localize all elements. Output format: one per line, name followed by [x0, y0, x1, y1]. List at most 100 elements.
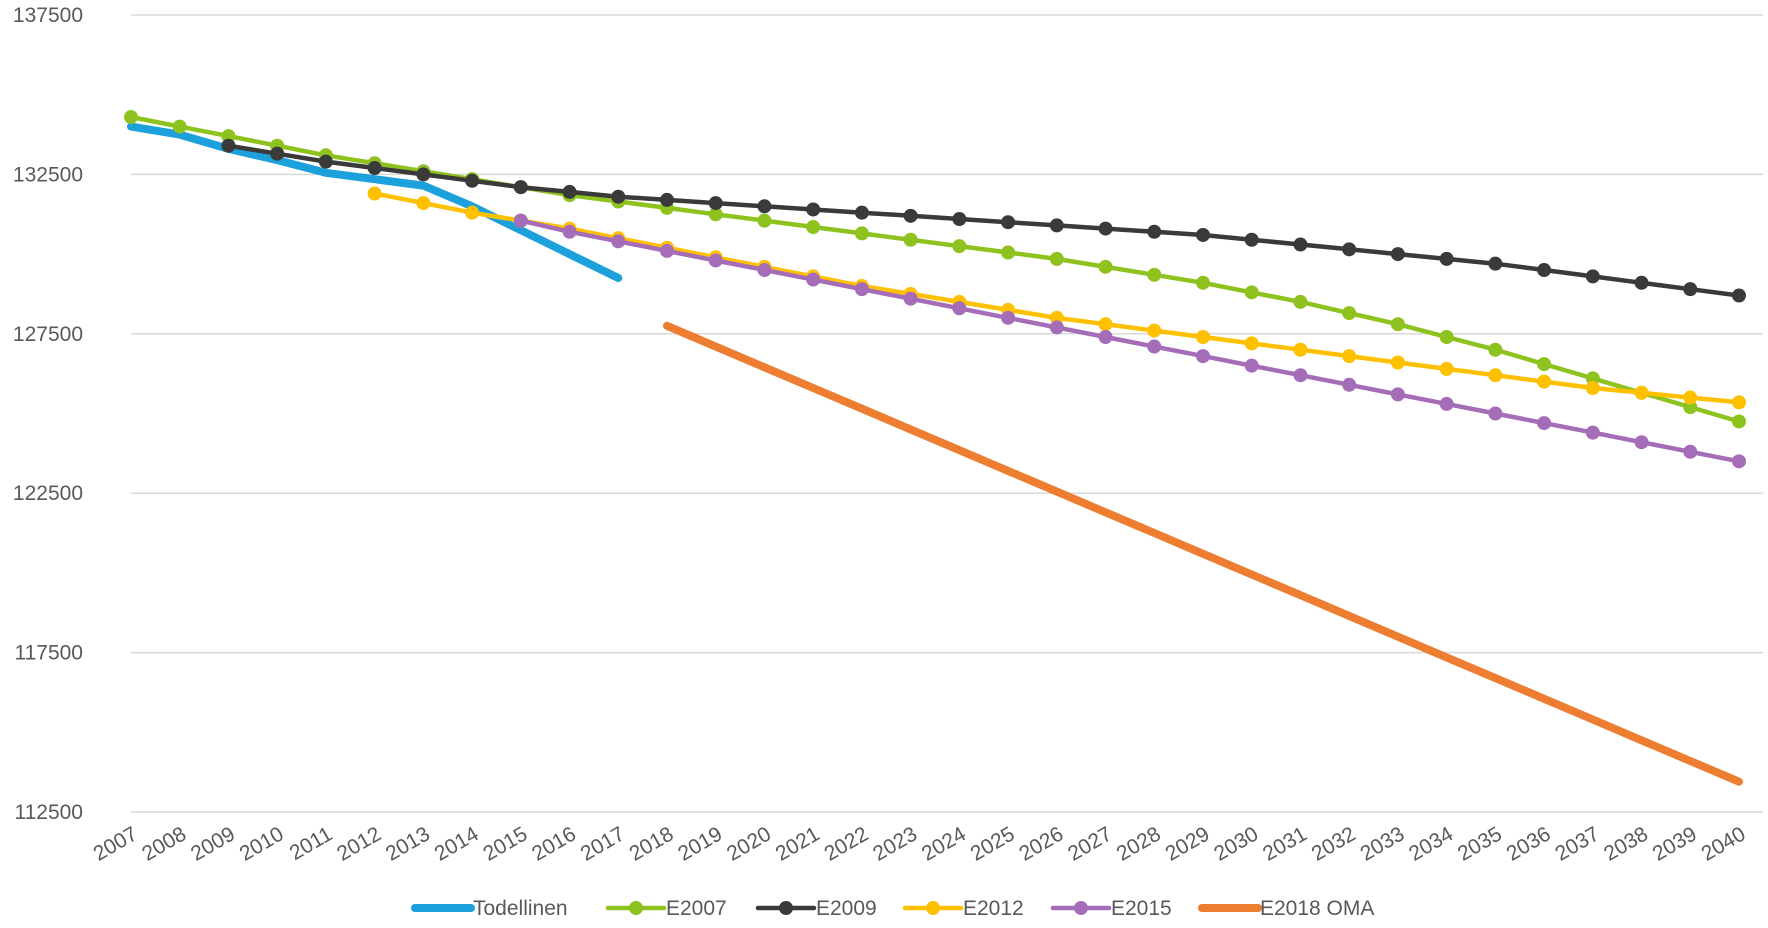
data-point	[1390, 317, 1405, 332]
series-line	[518, 218, 1742, 464]
data-point	[1293, 237, 1308, 252]
x-tick-label: 2035	[1454, 822, 1506, 865]
x-tick-label: 2025	[967, 822, 1019, 865]
data-point	[1098, 221, 1113, 236]
data-point	[1488, 342, 1503, 357]
legend-item: E2009	[755, 897, 877, 920]
data-point	[562, 224, 577, 239]
data-point	[1342, 377, 1357, 392]
legend-label: Todellinen	[473, 897, 568, 920]
legend-label: E2018 OMA	[1260, 897, 1374, 920]
data-point	[1196, 349, 1210, 364]
data-point	[1634, 275, 1649, 290]
x-tick-label: 2038	[1600, 822, 1652, 865]
x-tick-label: 2034	[1405, 822, 1457, 865]
legend-item: Todellinen	[411, 897, 568, 920]
data-point	[1342, 306, 1357, 321]
legend-marker	[779, 901, 793, 915]
x-tick-label: 2016	[528, 822, 580, 865]
x-tick-label: 2022	[820, 822, 872, 865]
data-point	[1001, 215, 1016, 230]
data-point	[1293, 294, 1308, 309]
series-line	[226, 143, 1742, 298]
data-point	[1585, 425, 1600, 440]
data-point	[1732, 414, 1746, 429]
data-point	[806, 202, 821, 217]
data-point	[1488, 256, 1503, 271]
data-point	[1488, 368, 1503, 383]
data-point	[1585, 269, 1600, 284]
y-tick-label: 132500	[13, 163, 83, 186]
legend-item: E2007	[605, 897, 727, 920]
data-point	[1537, 263, 1552, 278]
data-point	[465, 173, 480, 188]
data-point	[1001, 245, 1016, 260]
x-tick-label: 2009	[187, 822, 239, 865]
data-point	[1488, 406, 1503, 421]
data-point	[952, 212, 967, 227]
data-point	[367, 161, 382, 176]
x-tick-label: 2014	[431, 822, 483, 865]
legend-label: E2015	[1111, 897, 1172, 920]
legend-label: E2012	[963, 897, 1024, 920]
data-point	[1049, 310, 1064, 325]
data-point	[1244, 336, 1259, 351]
x-tick-label: 2026	[1015, 822, 1067, 865]
data-point	[318, 154, 333, 169]
data-point	[221, 138, 236, 153]
data-point	[806, 220, 821, 235]
y-tick-label: 117500	[14, 642, 83, 665]
data-point	[124, 110, 138, 125]
data-point	[1634, 385, 1649, 400]
x-tick-label: 2020	[723, 822, 775, 865]
series-e2009	[221, 138, 1746, 303]
data-point	[1537, 416, 1552, 431]
data-point	[1098, 329, 1113, 344]
data-point	[1147, 339, 1162, 354]
data-point	[660, 192, 674, 207]
data-point	[562, 184, 577, 199]
data-point	[1342, 242, 1357, 257]
data-point	[1585, 380, 1600, 395]
data-point	[1585, 371, 1600, 386]
data-point	[1049, 320, 1064, 335]
y-axis-ticks: 112500 117500 122500 127500 132500 137500	[13, 4, 83, 824]
x-tick-label: 2029	[1162, 822, 1214, 865]
x-tick-label: 2017	[577, 822, 629, 865]
legend-item: E2012	[902, 897, 1024, 920]
x-tick-label: 2019	[674, 822, 726, 865]
y-tick-label: 137500	[13, 4, 83, 27]
data-point	[1390, 355, 1405, 370]
data-point	[1683, 282, 1698, 297]
data-point	[1147, 224, 1162, 239]
data-point	[1439, 329, 1454, 344]
data-point	[1683, 400, 1698, 415]
data-point	[1537, 357, 1552, 372]
data-point	[708, 196, 723, 211]
data-point	[854, 205, 869, 220]
data-point	[1244, 232, 1259, 247]
data-point	[367, 186, 382, 201]
data-point	[1147, 267, 1162, 282]
x-tick-label: 2028	[1113, 822, 1165, 865]
data-point	[1683, 444, 1698, 459]
data-point	[465, 205, 480, 220]
x-tick-label: 2039	[1649, 822, 1701, 865]
data-point	[1683, 390, 1698, 405]
data-point	[1049, 218, 1064, 233]
data-point	[806, 272, 821, 287]
data-point	[1049, 251, 1064, 266]
legend-label: E2009	[816, 897, 877, 920]
data-point	[1244, 358, 1259, 373]
data-point	[1196, 227, 1210, 242]
data-point	[1390, 387, 1405, 402]
x-tick-label: 2032	[1308, 822, 1360, 865]
data-point	[854, 282, 869, 297]
data-point	[952, 239, 967, 254]
data-point	[903, 208, 918, 223]
data-point	[1732, 454, 1746, 469]
x-tick-label: 2040	[1698, 822, 1750, 865]
x-tick-label: 2030	[1210, 822, 1262, 865]
data-point	[903, 232, 918, 247]
y-tick-label: 122500	[13, 482, 83, 505]
